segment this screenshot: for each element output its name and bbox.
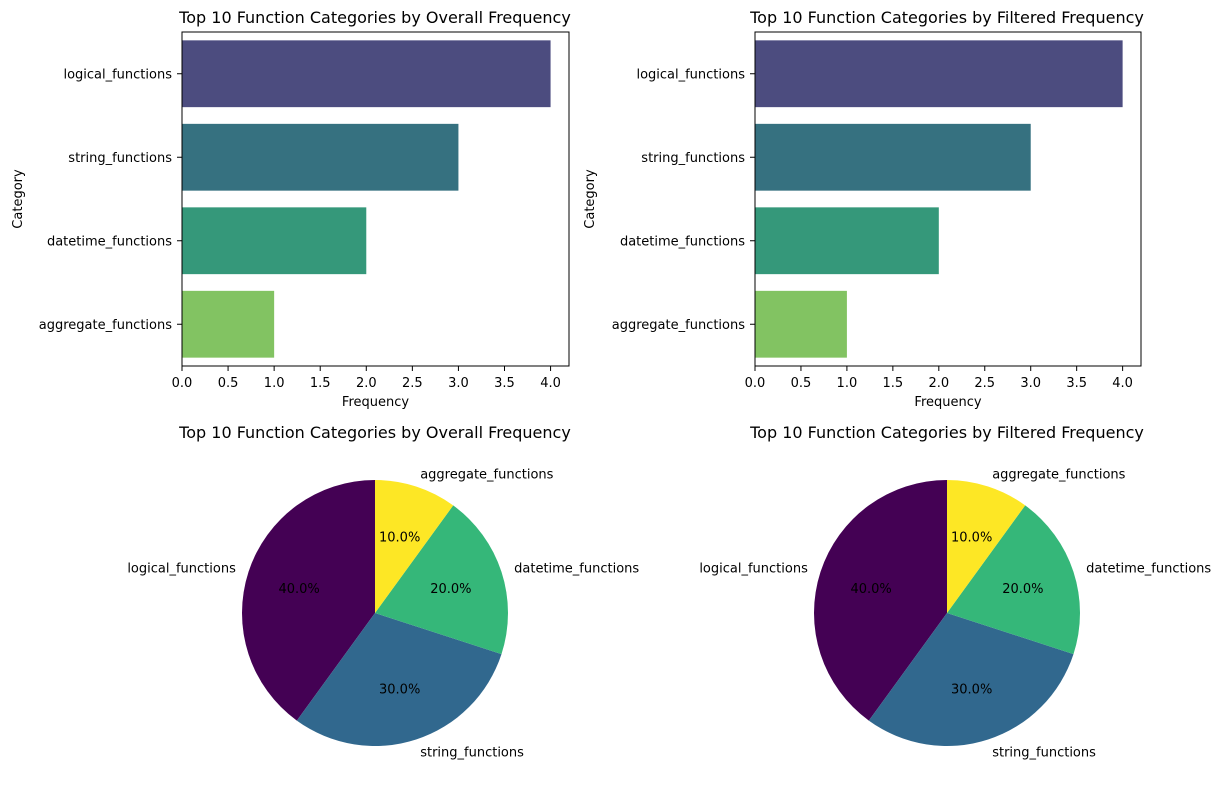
x-tick-label: 1.5 — [310, 376, 331, 391]
y-tick-label: logical_functions — [63, 67, 172, 82]
pie-percent-label: 20.0% — [1002, 582, 1043, 597]
pie-slice-string_functions — [296, 613, 502, 746]
x-tick-label: 2.5 — [402, 376, 423, 391]
pie-category-label: datetime_functions — [1086, 561, 1211, 576]
y-tick-label: datetime_functions — [620, 234, 745, 249]
x-tick-label: 3.5 — [1066, 376, 1087, 391]
pie-slice-datetime_functions — [375, 505, 508, 655]
pie-category-label: logical_functions — [127, 561, 236, 576]
bar-chart-2: Top 10 Function Categories by Filtered F… — [583, 8, 1144, 410]
x-tick-label: 3.0 — [448, 376, 469, 391]
pie-category-label: aggregate_functions — [992, 467, 1125, 482]
chart-title: Top 10 Function Categories by Overall Fr… — [178, 423, 571, 442]
bar-chart-1: Top 10 Function Categories by Overall Fr… — [11, 8, 571, 410]
pie-slice-datetime_functions — [947, 505, 1080, 655]
chart-title: Top 10 Function Categories by Overall Fr… — [178, 8, 571, 27]
pie-slice-logical_functions — [814, 480, 947, 721]
x-tick-label: 0.0 — [745, 376, 766, 391]
y-tick-label: aggregate_functions — [39, 318, 172, 333]
pie-percent-label: 10.0% — [951, 531, 992, 546]
x-tick-label: 2.0 — [356, 376, 377, 391]
x-tick-label: 0.5 — [791, 376, 812, 391]
pie-percent-label: 40.0% — [850, 582, 891, 597]
pie-category-label: aggregate_functions — [420, 467, 553, 482]
pie-category-label: string_functions — [992, 746, 1096, 761]
pie-percent-label: 10.0% — [379, 531, 420, 546]
bar-logical_functions — [182, 40, 551, 108]
x-tick-label: 3.0 — [1020, 376, 1041, 391]
bar-datetime_functions — [182, 207, 367, 275]
bar-datetime_functions — [755, 207, 939, 275]
x-tick-label: 1.5 — [883, 376, 904, 391]
pie-chart-2: Top 10 Function Categories by Filtered F… — [699, 423, 1211, 761]
plot-frame — [754, 31, 1142, 367]
y-tick-label: string_functions — [68, 151, 172, 166]
x-tick-label: 4.0 — [540, 376, 561, 391]
y-tick-label: aggregate_functions — [612, 318, 745, 333]
chart-title: Top 10 Function Categories by Filtered F… — [749, 8, 1144, 27]
bar-string_functions — [182, 123, 459, 191]
pie-percent-label: 30.0% — [951, 682, 992, 697]
x-axis-label: Frequency — [914, 395, 981, 410]
pie-percent-label: 30.0% — [379, 682, 420, 697]
x-tick-label: 0.5 — [218, 376, 239, 391]
chart-title: Top 10 Function Categories by Filtered F… — [749, 423, 1144, 442]
x-tick-label: 1.0 — [264, 376, 285, 391]
pie-percent-label: 40.0% — [278, 582, 319, 597]
x-tick-label: 2.5 — [974, 376, 995, 391]
y-tick-label: datetime_functions — [47, 234, 172, 249]
bar-logical_functions — [755, 40, 1123, 108]
y-axis-label: Category — [583, 169, 598, 229]
y-tick-label: logical_functions — [636, 67, 745, 82]
y-tick-label: string_functions — [641, 151, 745, 166]
x-axis-label: Frequency — [342, 395, 409, 410]
pie-chart-1: Top 10 Function Categories by Overall Fr… — [127, 423, 639, 761]
pie-category-label: datetime_functions — [514, 561, 639, 576]
pie-category-label: logical_functions — [699, 561, 808, 576]
x-tick-label: 4.0 — [1112, 376, 1133, 391]
pie-slice-aggregate_functions — [375, 480, 454, 613]
pie-percent-label: 20.0% — [430, 582, 471, 597]
x-tick-label: 3.5 — [494, 376, 515, 391]
bar-string_functions — [755, 123, 1031, 191]
pie-slice-aggregate_functions — [947, 480, 1026, 613]
plot-frame — [181, 31, 570, 367]
pie-slice-string_functions — [868, 613, 1074, 746]
x-tick-label: 2.0 — [928, 376, 949, 391]
bar-aggregate_functions — [182, 290, 275, 358]
y-axis-label: Category — [11, 169, 26, 229]
pie-category-label: string_functions — [420, 746, 524, 761]
x-tick-label: 0.0 — [172, 376, 193, 391]
x-tick-label: 1.0 — [837, 376, 858, 391]
bar-aggregate_functions — [755, 290, 847, 358]
pie-slice-logical_functions — [242, 480, 375, 721]
